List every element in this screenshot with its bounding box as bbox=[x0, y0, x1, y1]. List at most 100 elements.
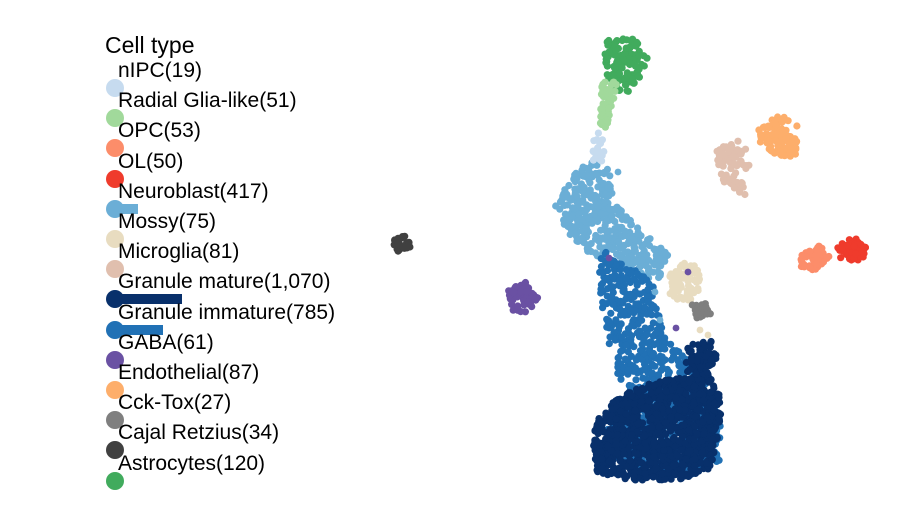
scatter-point bbox=[802, 253, 810, 261]
scatter-point bbox=[638, 256, 646, 264]
scatter-point bbox=[560, 201, 569, 209]
scatter-point bbox=[650, 453, 658, 461]
scatter-point bbox=[708, 456, 716, 464]
scatter-point bbox=[622, 341, 631, 349]
scatter-point bbox=[635, 301, 643, 309]
scatter-point bbox=[681, 439, 689, 447]
scatter-point bbox=[622, 266, 630, 274]
scatter-point bbox=[696, 326, 704, 334]
scatter-point bbox=[685, 426, 693, 434]
scatter-point bbox=[737, 179, 746, 187]
scatter-point bbox=[672, 324, 680, 332]
scatter-point bbox=[664, 465, 673, 473]
scatter-point bbox=[606, 319, 614, 327]
scatter-point bbox=[705, 362, 713, 370]
scatter-point bbox=[661, 376, 670, 385]
scatter-point bbox=[628, 431, 636, 439]
scatter-point bbox=[394, 247, 402, 255]
scatter-point bbox=[616, 211, 624, 219]
scatter-point bbox=[612, 316, 620, 324]
scatter-point bbox=[843, 241, 851, 249]
scatter-point bbox=[686, 471, 695, 479]
scatter-point bbox=[686, 291, 694, 299]
scatter-point bbox=[699, 396, 708, 404]
scatter-point bbox=[711, 399, 719, 407]
cluster-granule-mature-1-070 bbox=[590, 370, 725, 484]
scatter-point bbox=[630, 243, 638, 251]
scatter-point bbox=[714, 390, 722, 398]
scatter-point bbox=[585, 214, 593, 222]
scatter-point bbox=[626, 290, 635, 298]
legend-marker bbox=[106, 471, 124, 490]
scatter-point bbox=[580, 183, 588, 191]
scatter-point bbox=[693, 357, 701, 365]
scatter-point bbox=[616, 457, 624, 465]
scatter-point bbox=[648, 369, 656, 377]
scatter-point bbox=[560, 216, 568, 224]
scatter-point bbox=[658, 353, 666, 361]
scatter-point bbox=[584, 191, 592, 199]
scatter-point bbox=[684, 367, 692, 376]
scatter-point bbox=[615, 323, 623, 331]
scatter-point bbox=[717, 170, 726, 178]
scatter-point bbox=[677, 470, 686, 478]
scatter-point bbox=[707, 356, 715, 364]
scatter-point bbox=[678, 261, 686, 269]
scatter-point bbox=[590, 442, 598, 450]
scatter-point bbox=[605, 48, 613, 56]
scatter-point bbox=[625, 238, 633, 246]
scatter-point bbox=[644, 297, 652, 306]
scatter-point bbox=[606, 172, 614, 180]
scatter-point bbox=[634, 420, 642, 428]
legend-label: Mossy(75) bbox=[118, 210, 217, 233]
scatter-point bbox=[681, 406, 689, 414]
scatter-point bbox=[791, 136, 799, 144]
scatter-point bbox=[633, 281, 641, 289]
scatter-point bbox=[523, 288, 531, 296]
scatter-point bbox=[632, 376, 640, 384]
scatter-point bbox=[635, 52, 644, 60]
scatter-point bbox=[719, 143, 728, 151]
scatter-point bbox=[806, 247, 814, 255]
scatter-point bbox=[680, 421, 688, 429]
scatter-point bbox=[756, 138, 765, 146]
scatter-point bbox=[603, 62, 612, 70]
scatter-point bbox=[699, 338, 707, 346]
scatter-point bbox=[605, 457, 614, 465]
scatter-point bbox=[695, 277, 703, 285]
scatter-point bbox=[643, 403, 651, 412]
scatter-point bbox=[691, 382, 699, 390]
scatter-point bbox=[672, 274, 680, 282]
scatter-point bbox=[628, 321, 636, 329]
scatter-point bbox=[707, 337, 715, 346]
scatter-point bbox=[774, 141, 782, 150]
legend-label: Radial Glia-like(51) bbox=[118, 89, 297, 113]
scatter-point bbox=[791, 150, 800, 158]
scatter-point bbox=[627, 269, 636, 277]
scatter-point bbox=[606, 333, 614, 341]
scatter-point bbox=[630, 400, 638, 408]
scatter-point bbox=[656, 324, 665, 332]
legend-label: Neuroblast(417) bbox=[118, 179, 269, 203]
scatter-point bbox=[629, 414, 638, 422]
scatter-point bbox=[660, 446, 668, 454]
scatter-point bbox=[571, 185, 579, 193]
scatter-point bbox=[644, 339, 652, 347]
cluster-cck-tox-27 bbox=[688, 300, 714, 322]
legend-marker bbox=[106, 79, 124, 97]
scatter-point bbox=[658, 453, 667, 461]
legend-marker bbox=[106, 199, 124, 218]
scatter-point bbox=[579, 163, 587, 171]
scatter-point bbox=[671, 470, 679, 478]
scatter-point bbox=[604, 275, 612, 283]
scatter-point bbox=[757, 132, 765, 140]
scatter-point bbox=[602, 412, 610, 421]
scatter-point bbox=[621, 437, 629, 445]
scatter-point bbox=[694, 352, 702, 360]
scatter-point bbox=[671, 443, 680, 451]
scatter-point bbox=[730, 160, 738, 168]
scatter-point bbox=[687, 284, 695, 292]
cluster-radial-glia-like-51 bbox=[596, 78, 620, 131]
scatter-point bbox=[641, 431, 649, 440]
